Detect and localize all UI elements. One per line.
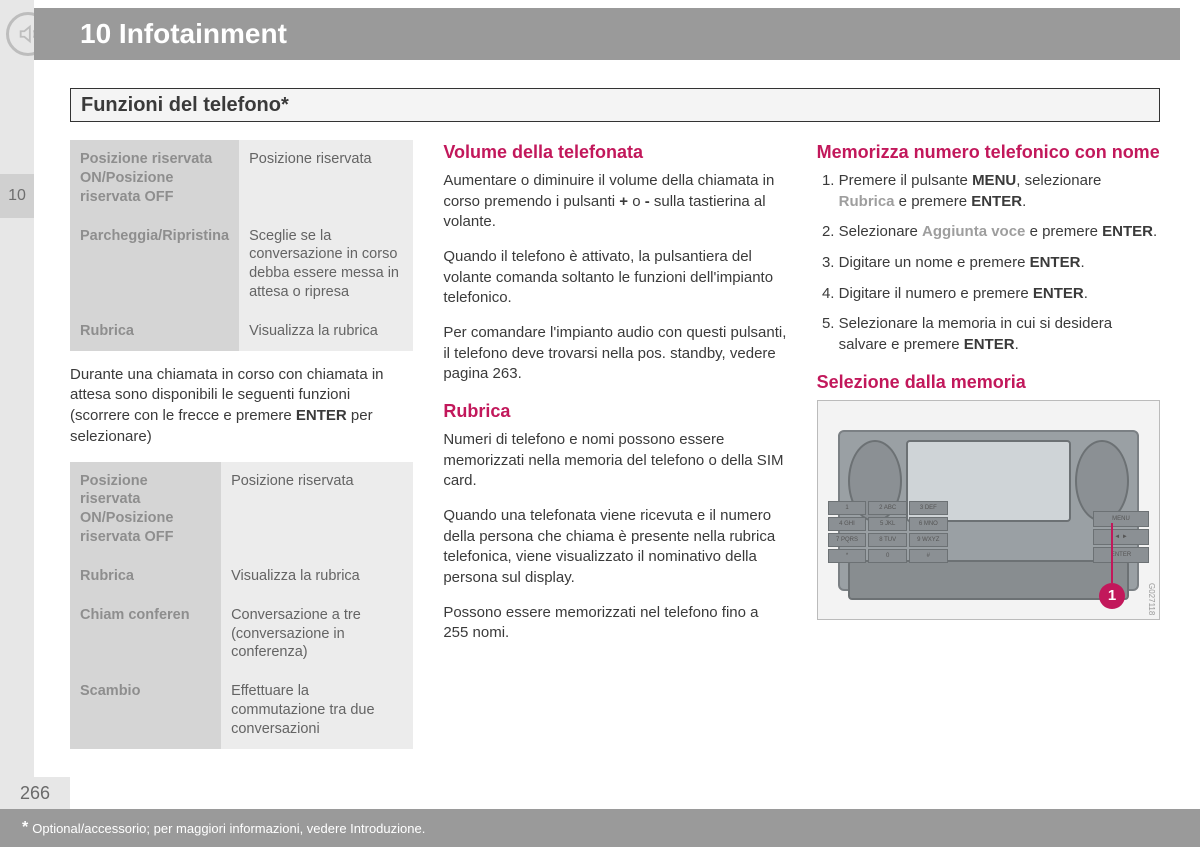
- list-item: Digitare un nome e premere ENTER.: [839, 253, 1160, 274]
- callout-line: [1111, 523, 1113, 583]
- page-number: 266: [0, 777, 70, 809]
- table-row: RubricaVisualizza la rubrica: [70, 557, 413, 596]
- heading-rubrica: Rubrica: [443, 399, 786, 424]
- content-columns: Posizione riservata ON/Posizione riserva…: [70, 140, 1160, 777]
- keypad: 12 ABC3 DEF 4 GHI5 JKL6 MNO 7 PQRS8 TUV9…: [828, 501, 948, 563]
- right-buttons: MENU◄ ►ENTER: [1093, 511, 1149, 563]
- list-item: Premere il pulsante MENU, selezionare Ru…: [839, 171, 1160, 212]
- para: Per comandare l'impianto audio con quest…: [443, 323, 786, 385]
- table-row: Parcheggia/RipristinaSceglie se la conve…: [70, 217, 413, 312]
- para: Aumentare o diminuire il volume della ch…: [443, 171, 786, 233]
- heading-memorizza: Memorizza numero telefonico con nome: [817, 140, 1160, 165]
- footer-asterisk: *: [22, 819, 28, 837]
- chapter-title: 10 Infotainment: [80, 18, 287, 50]
- between-tables-text: Durante una chiamata in corso con chiama…: [70, 365, 413, 448]
- list-item: Selezionare la memoria in cui si desider…: [839, 314, 1160, 355]
- table-row: ScambioEffettuare la commutazione tra du…: [70, 672, 413, 749]
- side-tab: 10: [0, 174, 34, 218]
- para: Numeri di telefono e nomi possono essere…: [443, 430, 786, 492]
- table-1: Posizione riservata ON/Posizione riserva…: [70, 140, 413, 351]
- callout-1: 1: [1099, 583, 1125, 609]
- footer: * Optional/accessorio; per maggiori info…: [0, 809, 1200, 847]
- side-strip: [0, 0, 34, 847]
- para: Quando il telefono è attivato, la pulsan…: [443, 247, 786, 309]
- section-title-box: Funzioni del telefono*: [70, 88, 1160, 122]
- heading-selezione: Selezione dalla memoria: [817, 370, 1160, 395]
- chapter-header: 10 Infotainment: [34, 8, 1180, 60]
- column-2: Volume della telefonata Aumentare o dimi…: [443, 140, 786, 777]
- para: Quando una telefonata viene ricevuta e i…: [443, 506, 786, 589]
- heading-volume: Volume della telefonata: [443, 140, 786, 165]
- para: Possono essere memorizzati nel telefono …: [443, 603, 786, 644]
- console-figure: 12 ABC3 DEF 4 GHI5 JKL6 MNO 7 PQRS8 TUV9…: [817, 400, 1160, 620]
- table-row: Posizione riservata ON/Posizione riserva…: [70, 462, 413, 557]
- section-title: Funzioni del telefono*: [81, 94, 289, 117]
- side-tab-label: 10: [8, 187, 26, 205]
- table-2: Posizione riservata ON/Posizione riserva…: [70, 462, 413, 749]
- table-row: Posizione riservata ON/Posizione riserva…: [70, 140, 413, 217]
- column-1: Posizione riservata ON/Posizione riserva…: [70, 140, 413, 777]
- steps-list: Premere il pulsante MENU, selezionare Ru…: [817, 171, 1160, 356]
- list-item: Selezionare Aggiunta voce e premere ENTE…: [839, 222, 1160, 243]
- column-3: Memorizza numero telefonico con nome Pre…: [817, 140, 1160, 777]
- table-row: RubricaVisualizza la rubrica: [70, 312, 413, 351]
- footer-text: Optional/accessorio; per maggiori inform…: [32, 821, 425, 836]
- figure-code: G027118: [1146, 583, 1157, 615]
- table-row: Chiam conferenConversazione a tre (conve…: [70, 596, 413, 673]
- list-item: Digitare il numero e premere ENTER.: [839, 284, 1160, 305]
